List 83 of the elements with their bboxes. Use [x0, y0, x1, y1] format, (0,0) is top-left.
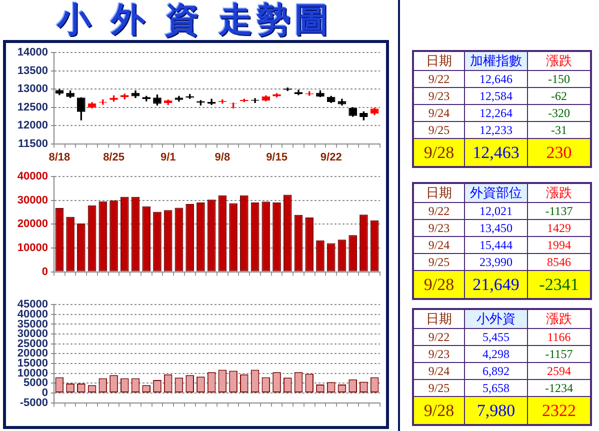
text: 外資部位: [470, 185, 522, 200]
chart-title: 小 外 資 走勢圖: [55, 0, 334, 40]
text: 漲跌: [546, 311, 572, 326]
y-tick-label: 30000: [17, 194, 48, 206]
text: 6,892: [482, 364, 510, 378]
text: -1137: [545, 204, 573, 218]
text: 5,455: [482, 330, 510, 344]
text: 9/25: [428, 122, 450, 136]
y-tick-label: 5000: [24, 377, 48, 390]
text: 23,990: [480, 254, 512, 268]
x-tick-label: 9/22: [320, 151, 342, 164]
y-tick-label: 30000: [17, 328, 48, 340]
text: 1994: [547, 238, 571, 252]
text: 13,450: [480, 220, 512, 234]
y-tick-label: 40000: [17, 170, 48, 183]
text: 9/25: [428, 380, 450, 394]
x-tick-label: 8/25: [103, 151, 124, 164]
y-tick-label: 45000: [17, 298, 48, 311]
y-tick-label: 20000: [17, 218, 48, 230]
text: 9/24: [428, 238, 450, 252]
text: 9/23: [428, 88, 450, 102]
text: 230: [546, 142, 572, 162]
x-tick-label: 8/18: [48, 151, 70, 164]
y-tick-label: 40000: [17, 308, 48, 320]
text: 漲跌: [546, 185, 572, 200]
text: 加權指數: [470, 53, 522, 68]
text: 漲跌: [546, 53, 572, 68]
y-tick-label: 35000: [17, 318, 48, 330]
text: 9/22: [428, 204, 450, 218]
text: -150: [548, 72, 570, 86]
y-tick-label: 10000: [17, 242, 48, 254]
y-tick-label: 12000: [17, 120, 48, 132]
x-tick-label: 9/15: [266, 151, 288, 164]
y-tick-label: 13500: [17, 64, 48, 77]
y-tick-label: 15000: [17, 358, 48, 370]
y-tick-label: 0: [42, 387, 48, 400]
text: 9/24: [428, 106, 450, 120]
text: -2341: [539, 274, 579, 294]
text: 小外資: [476, 311, 516, 326]
text: -62: [551, 88, 567, 102]
text: 4,298: [482, 346, 510, 360]
text: 日期: [426, 53, 452, 68]
text: 9/23: [428, 220, 450, 234]
text: 7,980: [476, 400, 516, 420]
y-tick-label: 11500: [18, 138, 48, 150]
text: -31: [551, 122, 567, 136]
text: 15,444: [480, 238, 512, 252]
y-tick-label: 25000: [17, 338, 48, 350]
x-tick-label: 9/1: [160, 151, 176, 164]
text: -1157: [545, 346, 573, 360]
y-tick-label: -5000: [20, 396, 48, 409]
x-tick-label: 9/8: [214, 151, 230, 164]
text: 12,463: [472, 142, 520, 162]
text: 9/25: [428, 254, 450, 268]
text: 日期: [426, 185, 452, 200]
text: 9/22: [428, 72, 450, 86]
text: 9/23: [428, 346, 450, 360]
text: -320: [548, 106, 570, 120]
text: 12,264: [480, 106, 512, 120]
text: 1429: [547, 220, 571, 234]
text: 9/22: [428, 330, 450, 344]
text: -1234: [545, 380, 573, 394]
y-tick-label: 20000: [17, 348, 48, 360]
text: 12,646: [480, 72, 512, 86]
text: 2594: [547, 364, 571, 378]
text: 9/28: [424, 400, 454, 420]
y-tick-label: 12500: [17, 101, 48, 114]
text: 12,584: [480, 88, 512, 102]
text: 9/24: [428, 364, 450, 378]
y-tick-label: 14000: [17, 46, 48, 59]
text: 12,233: [480, 122, 512, 136]
text: 12,021: [480, 204, 512, 218]
y-tick-label: 13000: [17, 83, 48, 96]
text: 9/28: [424, 142, 454, 162]
text: 2322: [542, 400, 576, 420]
text: 9/28: [424, 274, 454, 294]
text: 5,658: [482, 380, 510, 394]
text: 8546: [547, 254, 571, 268]
y-tick-label: 10000: [17, 367, 48, 380]
text: 1166: [547, 330, 571, 344]
y-tick-label: 0: [42, 266, 48, 278]
text: 日期: [426, 311, 452, 326]
text: 21,649: [472, 274, 520, 294]
